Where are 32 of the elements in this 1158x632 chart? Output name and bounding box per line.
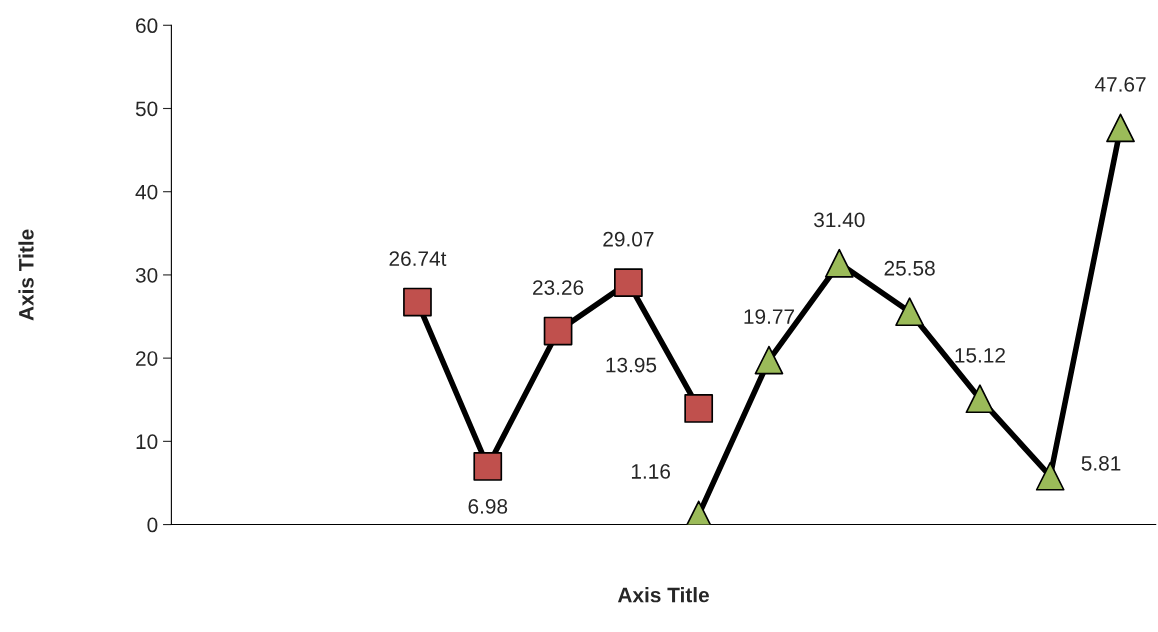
data-label: 6.98 — [468, 498, 508, 514]
y-tick-label: 60 — [136, 18, 158, 34]
y-tick-label: 0 — [147, 517, 158, 533]
y-tick-label: 40 — [135, 184, 158, 200]
y-tick-label: 20 — [136, 351, 158, 366]
data-label: 1.16 — [631, 464, 670, 479]
y-tick-label: 30 — [135, 267, 158, 283]
data-label: 15.12 — [955, 347, 1005, 363]
point — [1035, 461, 1065, 491]
point — [965, 384, 995, 414]
x-axis-title: Axis Title — [617, 587, 709, 603]
point — [614, 268, 643, 298]
data-label: 47.67 — [1094, 77, 1146, 92]
point — [1106, 113, 1135, 143]
y-axis-title: Axis Title — [18, 229, 34, 321]
data-label: 25.58 — [884, 260, 935, 276]
point — [543, 316, 573, 346]
data-label: 29.07 — [603, 231, 654, 247]
point — [684, 394, 714, 423]
point — [473, 452, 503, 481]
data-label: 19.77 — [744, 309, 795, 324]
data-label: 5.81 — [1081, 455, 1121, 471]
y-tick-label: 10 — [136, 434, 158, 450]
data-label: 13.95 — [606, 357, 657, 373]
data-label: 26.74t — [389, 251, 447, 266]
point — [403, 287, 432, 317]
y-tick-label: 50 — [135, 101, 158, 117]
point — [824, 248, 854, 278]
point — [754, 345, 784, 375]
point — [895, 297, 924, 327]
data-label: 23.26 — [533, 280, 584, 295]
data-label: 31.40 — [814, 212, 865, 228]
